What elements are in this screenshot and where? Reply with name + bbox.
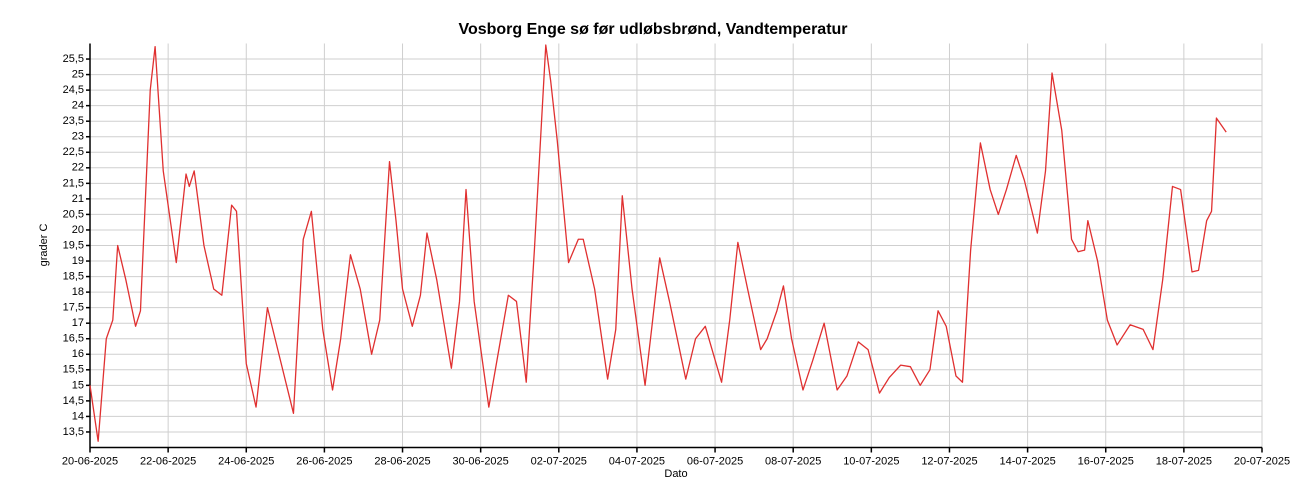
x-tick-label: 24-06-2025 [218,455,274,467]
y-tick-label: 22,5 [63,146,84,158]
x-tick-label: 26-06-2025 [296,455,352,467]
y-tick-label: 17 [72,317,84,329]
y-tick-label: 15,5 [63,364,84,376]
y-tick-label: 14 [72,410,84,422]
y-tick-label: 20,5 [63,208,84,220]
y-tick-label: 18,5 [63,270,84,282]
y-tick-label: 25,5 [63,53,84,65]
x-tick-label: 04-07-2025 [609,455,665,467]
y-tick-label: 20 [72,224,84,236]
y-tick-label: 16 [72,348,84,360]
data-line [89,44,1227,442]
y-tick-label: 13,5 [63,426,84,438]
x-tick-label: 20-06-2025 [62,455,118,467]
y-tick-label: 18 [72,286,84,298]
y-tick-label: 19 [72,255,84,267]
x-tick-label: 30-06-2025 [453,455,509,467]
x-tick-label: 18-07-2025 [1156,455,1212,467]
y-tick-label: 25 [72,68,84,80]
y-tick-label: 22 [72,162,84,174]
y-tick-label: 24,5 [63,84,84,96]
y-tick-label: 19,5 [63,239,84,251]
x-axis-label: Dato [664,468,687,480]
x-tick-label: 12-07-2025 [921,455,977,467]
x-tick-label: 20-07-2025 [1234,455,1290,467]
chart-title: Vosborg Enge sø før udløbsbrønd, Vandtem… [458,21,847,38]
y-tick-label: 21,5 [63,177,84,189]
y-tick-label: 21 [72,193,84,205]
x-tick-label: 14-07-2025 [999,455,1055,467]
y-axis-label: grader C [38,224,50,267]
x-tick-label: 16-07-2025 [1078,455,1134,467]
x-tick-label: 22-06-2025 [140,455,196,467]
x-tick-label: 06-07-2025 [687,455,743,467]
x-tick-label: 08-07-2025 [765,455,821,467]
y-tick-label: 16,5 [63,333,84,345]
x-tick-label: 02-07-2025 [531,455,587,467]
y-tick-label: 24 [72,100,84,112]
x-tick-label: 28-06-2025 [374,455,430,467]
y-tick-label: 17,5 [63,302,84,314]
y-tick-label: 23,5 [63,115,84,127]
y-tick-label: 15 [72,379,84,391]
x-tick-label: 10-07-2025 [843,455,899,467]
y-tick-label: 23 [72,131,84,143]
y-tick-label: 14,5 [63,395,84,407]
